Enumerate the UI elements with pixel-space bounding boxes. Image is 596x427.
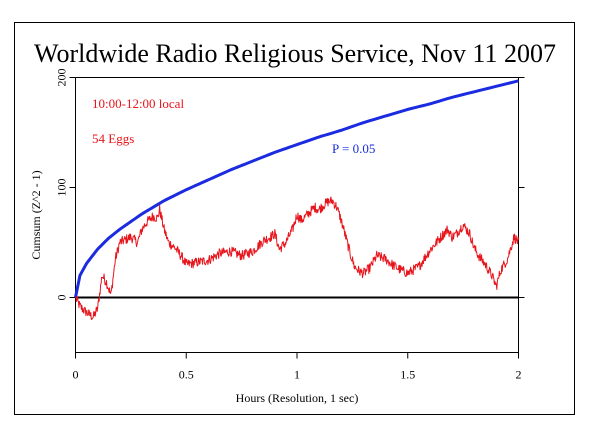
deviation-line [75,196,519,321]
x-tick-label: 0.5 [179,368,194,382]
x-axis-ticks: 0 0.5 1 1.5 2 [73,352,522,382]
x-axis-label: Hours (Resolution, 1 sec) [236,391,359,405]
envelope-line [74,79,519,299]
annotation-eggs: 54 Eggs [92,131,134,146]
outer-frame [14,22,575,415]
y-axis-ticks: 0 100 200 [55,69,525,301]
x-tick-label: 0 [73,368,79,382]
y-tick-label: 100 [55,179,69,197]
annotation-time: 10:00-12:00 local [92,96,184,111]
x-tick-label: 2 [516,368,522,382]
series-layer [74,79,519,321]
x-tick-label: 1.5 [400,368,415,382]
x-tick-label: 1 [294,368,300,382]
y-axis-label: Cumsum (Z^2 - 1) [29,170,43,259]
y-tick-label: 200 [55,69,69,87]
chart-title: Worldwide Radio Religious Service, Nov 1… [34,39,556,68]
y-tick-label: 0 [55,295,69,301]
annotation-p-value: P = 0.05 [332,141,375,156]
